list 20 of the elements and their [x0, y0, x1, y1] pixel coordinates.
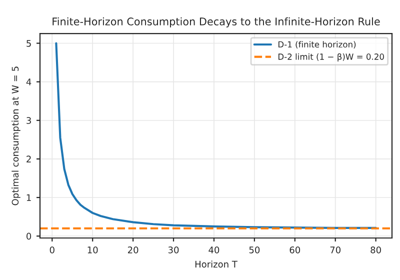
x-tick-label: 40 — [208, 246, 220, 254]
x-tick-label: 60 — [290, 246, 300, 254]
x-tick-label: 20 — [128, 246, 138, 254]
y-tick-label: 3 — [26, 117, 31, 124]
y-tick-label: 2 — [26, 156, 31, 162]
x-tick-label: 70 — [330, 246, 340, 254]
x-tick-label: 0 — [50, 246, 54, 254]
y-tick-label: 0 — [26, 232, 32, 240]
x-tick-label: 50 — [249, 246, 260, 254]
y-tick-label: 1 — [26, 194, 31, 201]
legend-label: D-2 limit (1 − β)W = 0.20 — [278, 53, 384, 62]
x-tick-label: 80 — [370, 246, 381, 254]
x-tick-label: 30 — [168, 246, 179, 254]
x-tick-label: 10 — [88, 246, 98, 254]
y-tick-label: 5 — [26, 40, 31, 47]
legend-label: D-1 (finite horizon) — [278, 41, 356, 49]
y-tick-label: 4 — [26, 78, 32, 86]
x-axis-title: Horizon T — [195, 260, 238, 268]
chart-title: Finite-Horizon Consumption Decays to the Infinite-Horizon Rule — [52, 17, 380, 28]
y-axis-title: Optimal consumption at W = 5 — [12, 66, 20, 206]
